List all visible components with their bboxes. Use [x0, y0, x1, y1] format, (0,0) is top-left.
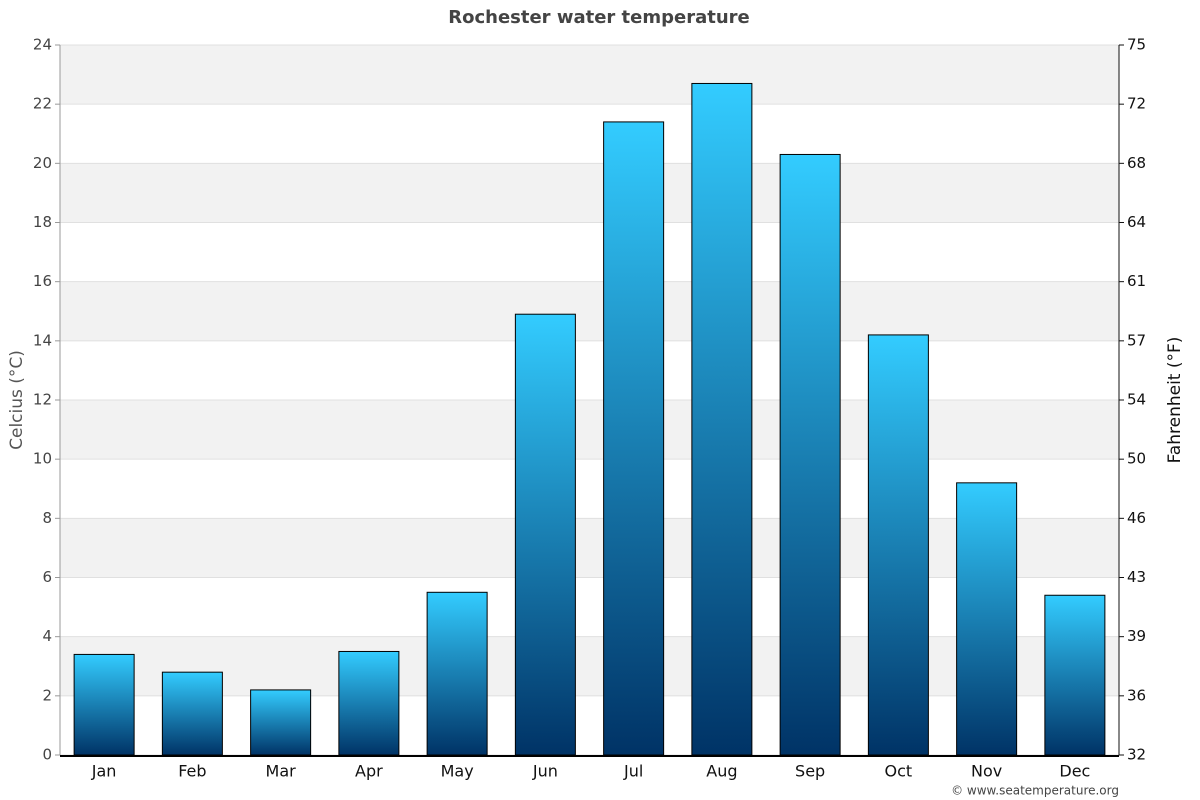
credit: © www.seatemperature.org — [951, 784, 1119, 798]
grid-band — [60, 636, 1119, 696]
x-tick-label: Jan — [91, 762, 117, 781]
y2-tick-label: 36 — [1127, 686, 1146, 704]
y2-tick-label: 46 — [1127, 509, 1146, 527]
bar — [867, 334, 929, 756]
y2-tick-label: 32 — [1127, 746, 1146, 764]
y2-tick-label: 54 — [1127, 391, 1146, 409]
y-tick-label: 14 — [33, 331, 52, 349]
y2-tick-label: 39 — [1127, 627, 1146, 645]
bar — [691, 82, 753, 756]
y2-tick-label: 68 — [1127, 154, 1146, 172]
y-tick-label: 2 — [42, 686, 52, 704]
x-tick-label: Feb — [178, 762, 206, 781]
y-tick-label: 18 — [33, 213, 52, 231]
x-tick-label: Sep — [795, 762, 825, 781]
grid-band — [60, 163, 1119, 223]
y2-tick-label: 64 — [1127, 213, 1146, 231]
bar — [161, 671, 223, 756]
x-tick-label: Dec — [1059, 762, 1090, 781]
x-tick-label: Aug — [706, 762, 737, 781]
x-tick-label: Jul — [623, 762, 643, 781]
y-tick-label: 12 — [33, 391, 52, 409]
y2-axis-label: Fahrenheit (°F) — [1165, 337, 1185, 464]
y2-tick-label: 50 — [1127, 450, 1146, 468]
y-tick-label: 20 — [33, 154, 52, 172]
y-tick-label: 22 — [33, 95, 52, 113]
y-tick-label: 4 — [42, 627, 52, 645]
y-tick-label: 16 — [33, 272, 52, 290]
x-tick-label: Oct — [885, 762, 913, 781]
x-tick-label: Mar — [266, 762, 297, 781]
bar — [779, 153, 841, 756]
y-tick-label: 10 — [33, 450, 52, 468]
y2-tick-label: 57 — [1127, 331, 1146, 349]
bar — [1044, 594, 1106, 756]
x-tick-label: Nov — [971, 762, 1002, 781]
y2-tick-label: 75 — [1127, 36, 1146, 54]
grid-band — [60, 400, 1119, 460]
chart-title: Rochester water temperature — [448, 7, 750, 28]
y-tick-label: 0 — [42, 746, 52, 764]
grid-band — [60, 518, 1119, 578]
bar — [426, 591, 488, 756]
y-tick-label: 8 — [42, 509, 52, 527]
y2-tick-label: 61 — [1127, 272, 1146, 290]
x-tick-label: May — [441, 762, 474, 781]
y2-tick-label: 72 — [1127, 95, 1146, 113]
bar — [956, 482, 1018, 756]
bar — [603, 121, 665, 756]
bar — [338, 650, 400, 756]
y2-tick-label: 43 — [1127, 568, 1146, 586]
y-tick-label: 6 — [42, 568, 52, 586]
grid-band — [60, 281, 1119, 341]
bar — [73, 653, 135, 756]
x-tick-label: Jun — [532, 762, 558, 781]
bar — [250, 689, 312, 756]
grid-band — [60, 45, 1119, 105]
x-tick-label: Apr — [355, 762, 383, 781]
bar — [514, 313, 576, 756]
y-axis-label: Celcius (°C) — [7, 350, 27, 450]
y-tick-label: 24 — [33, 36, 52, 54]
